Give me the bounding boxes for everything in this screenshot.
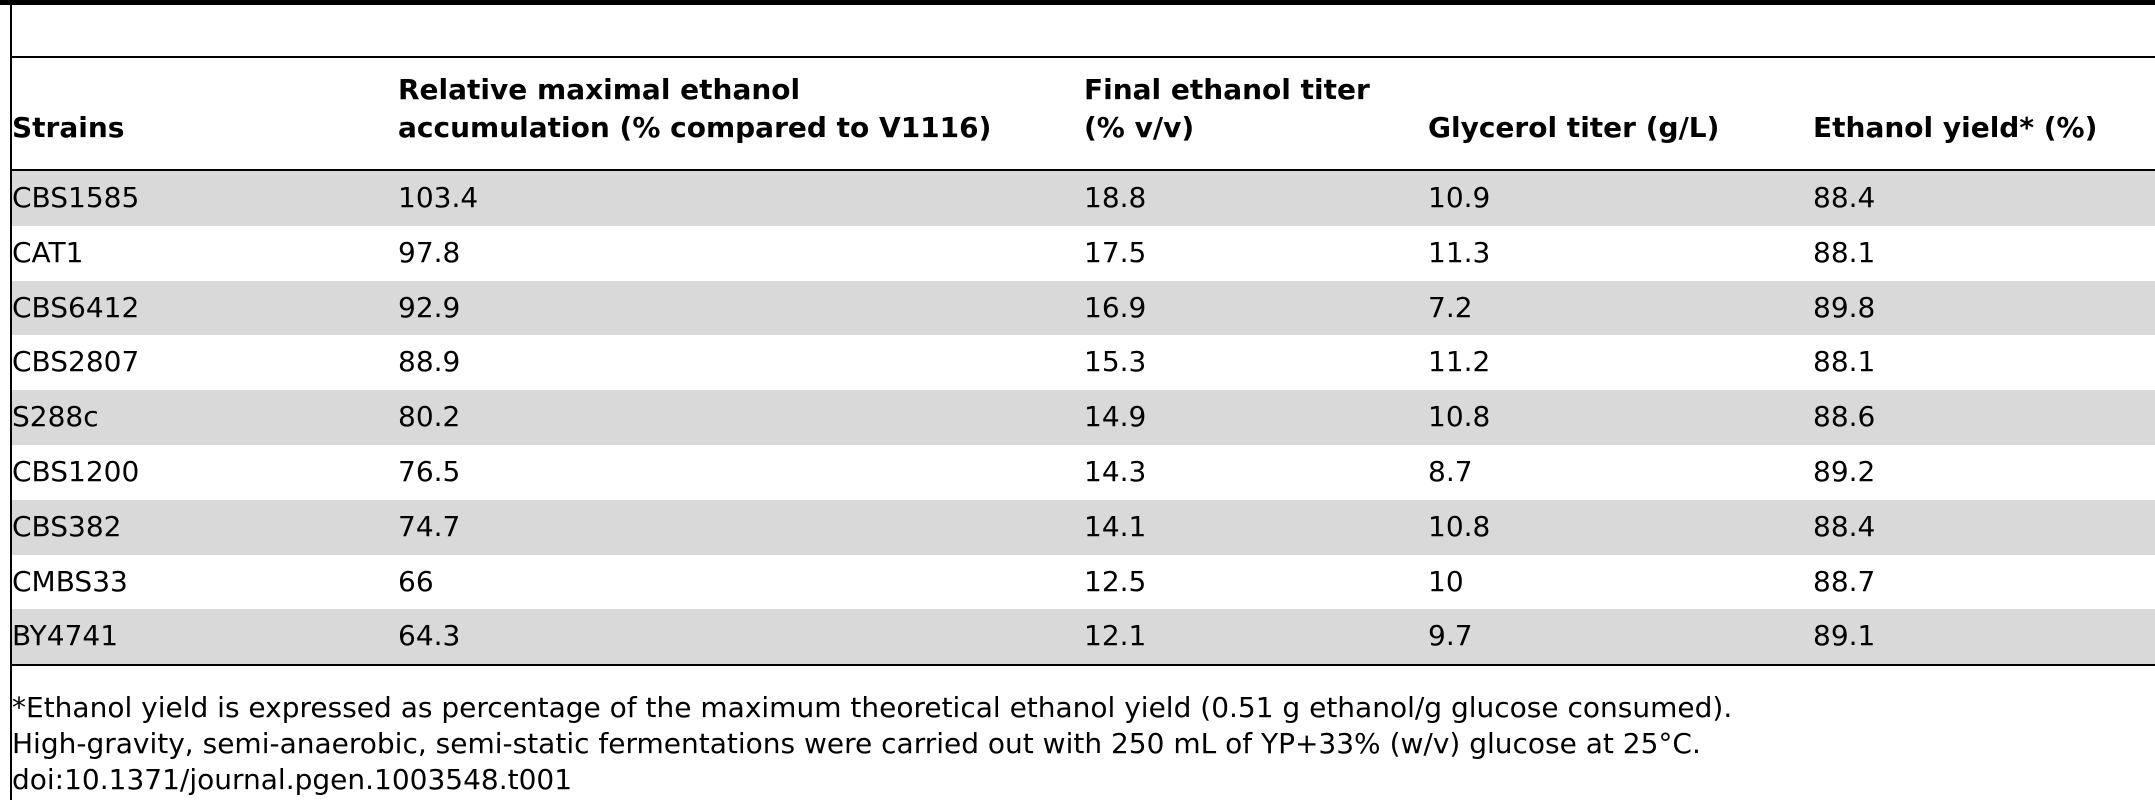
- cell-strain: CBS6412: [12, 290, 140, 324]
- cell-glycerol-titer: 10: [1428, 564, 1464, 598]
- header-glycerol-titer-line-1: Glycerol titer (g/L): [1428, 111, 1720, 144]
- cell-glycerol-titer: 11.2: [1428, 345, 1491, 379]
- cell-strain: CBS1200: [12, 454, 140, 488]
- cell-ethanol-yield: 88.1: [1813, 345, 1876, 379]
- cell-relative-max-ethanol: 66: [398, 564, 434, 598]
- cell-strain: CBS1585: [12, 181, 140, 214]
- table-header: Strains Relative maximal ethanol accumul…: [0, 58, 2155, 169]
- header-bottom-rule: [10, 169, 2155, 171]
- cell-ethanol-yield: 88.6: [1813, 400, 1876, 434]
- cell-ethanol-yield: 88.4: [1813, 181, 1876, 214]
- cell-glycerol-titer: 7.2: [1428, 290, 1473, 324]
- header-relative-max-ethanol-line-2: accumulation (% compared to V1116): [398, 111, 992, 144]
- cell-relative-max-ethanol: 64.3: [398, 619, 461, 653]
- cell-final-ethanol-titer: 15.3: [1084, 345, 1147, 379]
- cell-ethanol-yield: 88.1: [1813, 235, 1876, 269]
- cell-ethanol-yield: 88.7: [1813, 564, 1876, 598]
- header-final-ethanol-titer-line-1: Final ethanol titer: [1084, 73, 1370, 106]
- cell-ethanol-yield: 89.1: [1813, 619, 1876, 653]
- table-bottom-rule: [10, 664, 2155, 666]
- header-final-ethanol-titer-line-2: (% v/v): [1084, 111, 1195, 144]
- table-row: CBS1585 103.4 18.8 10.9 88.4: [12, 171, 2155, 226]
- cell-final-ethanol-titer: 12.1: [1084, 619, 1147, 653]
- left-rule: [10, 0, 12, 800]
- cell-relative-max-ethanol: 97.8: [398, 235, 461, 269]
- cell-relative-max-ethanol: 103.4: [398, 181, 479, 214]
- header-glycerol-titer: Glycerol titer (g/L): [1428, 109, 1719, 147]
- cell-relative-max-ethanol: 74.7: [398, 509, 461, 543]
- table-row: CAT1 97.8 17.5 11.3 88.1: [12, 226, 2155, 281]
- cell-glycerol-titer: 10.9: [1428, 181, 1491, 214]
- cell-glycerol-titer: 11.3: [1428, 235, 1491, 269]
- cell-final-ethanol-titer: 18.8: [1084, 181, 1147, 214]
- header-ethanol-yield-line-1: Ethanol yield* (%): [1813, 111, 2098, 144]
- cell-strain: CBS2807: [12, 345, 140, 379]
- cell-ethanol-yield: 89.2: [1813, 454, 1876, 488]
- table-row: CBS6412 92.9 16.9 7.2 89.8: [12, 280, 2155, 336]
- table-row: CBS1200 76.5 14.3 8.7 89.2: [12, 445, 2155, 500]
- cell-relative-max-ethanol: 80.2: [398, 400, 461, 434]
- cell-strain: CMBS33: [12, 564, 128, 598]
- cell-final-ethanol-titer: 16.9: [1084, 290, 1147, 324]
- table-row: CBS382 74.7 14.1 10.8 88.4: [12, 499, 2155, 555]
- cell-glycerol-titer: 10.8: [1428, 400, 1491, 434]
- cell-relative-max-ethanol: 92.9: [398, 290, 461, 324]
- header-top-rule: [10, 56, 2155, 58]
- cell-glycerol-titer: 10.8: [1428, 509, 1491, 543]
- table-row: S288c 80.2 14.9 10.8 88.6: [12, 390, 2155, 445]
- header-ethanol-yield: Ethanol yield* (%): [1813, 109, 2097, 147]
- table-row: BY4741 64.3 12.1 9.7 89.1: [12, 609, 2155, 665]
- cell-final-ethanol-titer: 12.5: [1084, 564, 1147, 598]
- cell-ethanol-yield: 89.8: [1813, 290, 1876, 324]
- header-relative-max-ethanol: Relative maximal ethanol accumulation (%…: [398, 71, 991, 147]
- cell-strain: BY4741: [12, 619, 119, 653]
- cell-strain: S288c: [12, 400, 99, 434]
- cell-glycerol-titer: 9.7: [1428, 619, 1473, 653]
- table-row: CMBS33 66 12.5 10 88.7: [12, 555, 2155, 610]
- header-strains-line-1: Strains: [12, 111, 125, 144]
- header-strains: Strains: [12, 109, 124, 147]
- table-row: CBS2807 88.9 15.3 11.2 88.1: [12, 335, 2155, 390]
- cell-final-ethanol-titer: 14.9: [1084, 400, 1147, 434]
- cell-relative-max-ethanol: 76.5: [398, 454, 461, 488]
- header-relative-max-ethanol-line-1: Relative maximal ethanol: [398, 73, 801, 106]
- cell-ethanol-yield: 88.4: [1813, 509, 1876, 543]
- cell-strain: CAT1: [12, 235, 84, 269]
- cell-relative-max-ethanol: 88.9: [398, 345, 461, 379]
- cell-final-ethanol-titer: 14.1: [1084, 509, 1147, 543]
- table-footnotes: *Ethanol yield is expressed as percentag…: [12, 690, 2152, 798]
- footnote-doi: doi:10.1371/journal.pgen.1003548.t001: [12, 763, 573, 796]
- cell-final-ethanol-titer: 17.5: [1084, 235, 1147, 269]
- cell-glycerol-titer: 8.7: [1428, 454, 1473, 488]
- footnote-ethanol-yield: *Ethanol yield is expressed as percentag…: [12, 691, 1733, 724]
- top-rule: [0, 0, 2155, 5]
- footnote-fermentation-conditions: High-gravity, semi-anaerobic, semi-stati…: [12, 727, 1701, 760]
- table-body: CBS1585 103.4 18.8 10.9 88.4 CAT1 97.8 17.5 11.3…: [12, 171, 2155, 665]
- header-final-ethanol-titer: Final ethanol titer (% v/v): [1084, 71, 1370, 147]
- cell-final-ethanol-titer: 14.3: [1084, 454, 1147, 488]
- cell-strain: CBS382: [12, 509, 122, 543]
